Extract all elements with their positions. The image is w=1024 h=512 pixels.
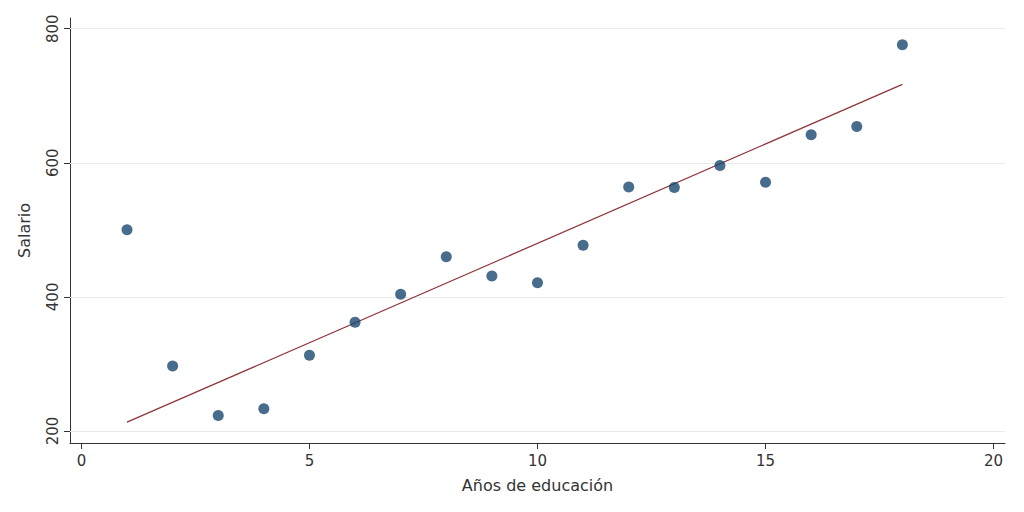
svg-text:10: 10 [528,452,547,470]
svg-text:800: 800 [44,14,62,43]
svg-text:Años de educación: Años de educación [462,476,613,495]
svg-text:0: 0 [77,452,87,470]
svg-text:600: 600 [44,148,62,177]
svg-text:5: 5 [305,452,315,470]
svg-text:15: 15 [756,452,775,470]
svg-text:200: 200 [44,417,62,446]
svg-text:20: 20 [984,452,1003,470]
svg-text:Salario: Salario [15,203,34,258]
svg-text:400: 400 [44,283,62,312]
